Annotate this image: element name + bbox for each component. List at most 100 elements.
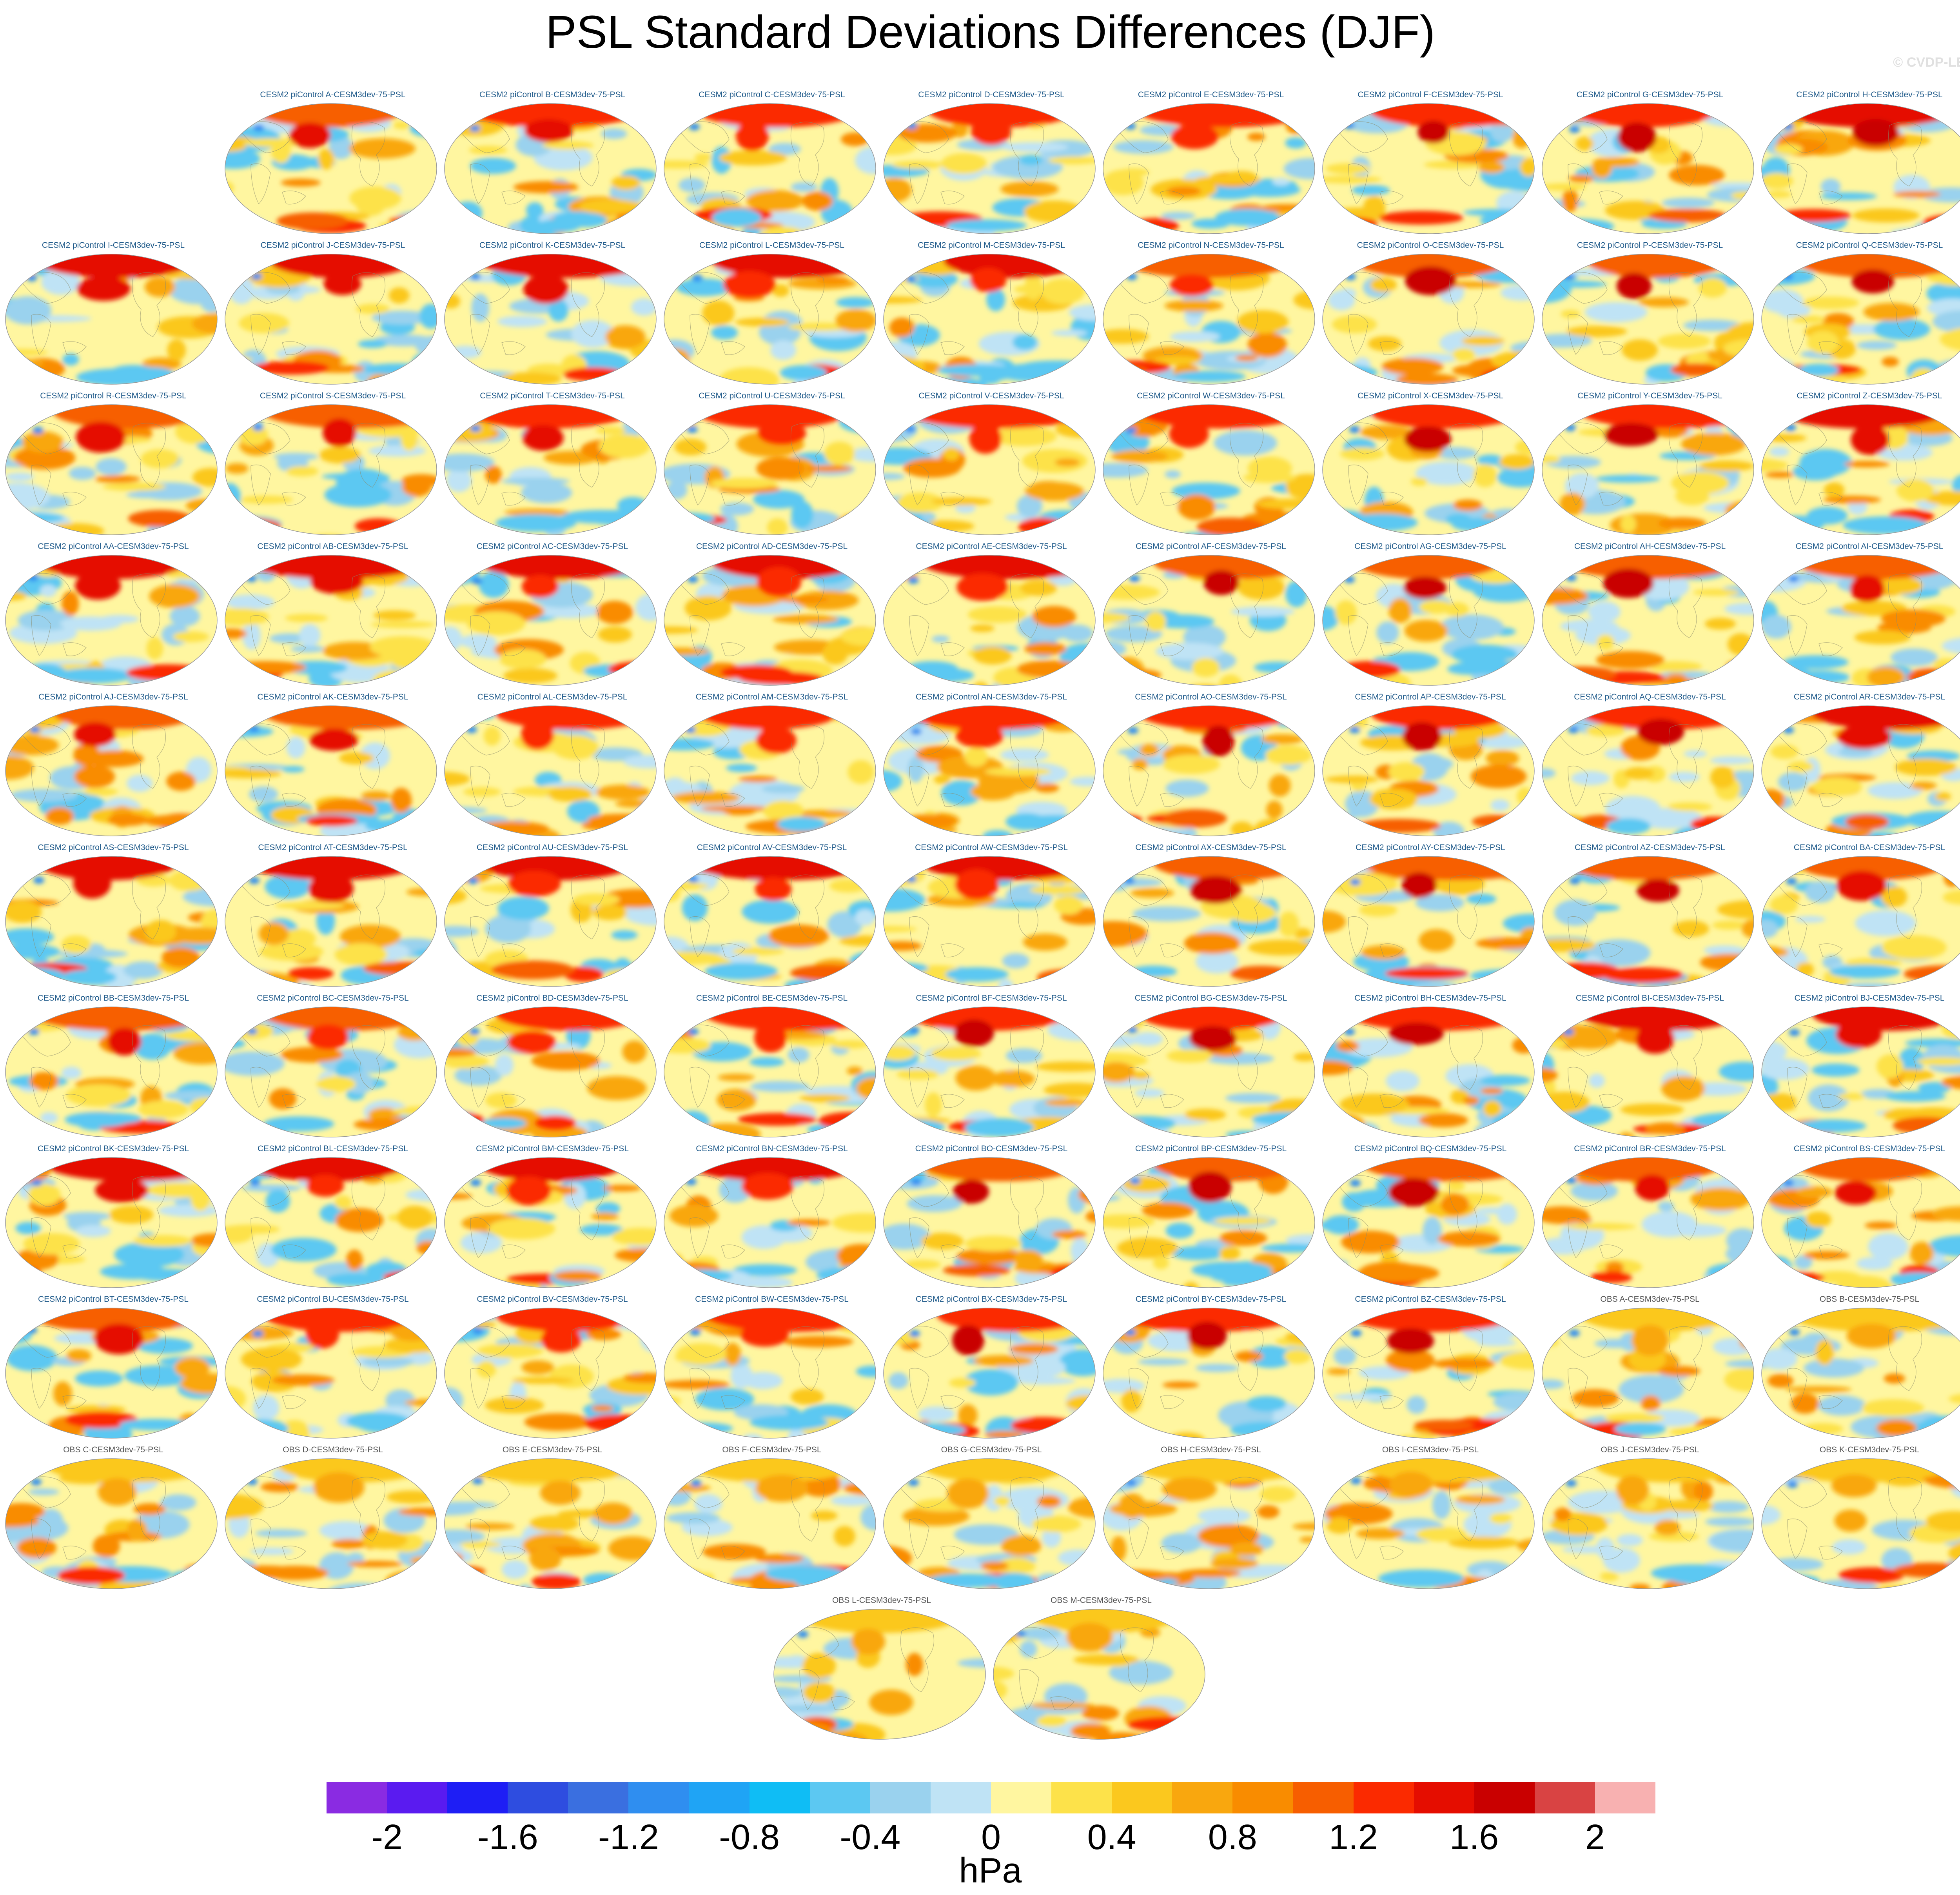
colorbar-swatch (930, 1782, 991, 1813)
panel-title: CESM2 piControl AA-CESM3dev-75-PSL (38, 542, 189, 551)
map-panel: CESM2 piControl BZ-CESM3dev-75-PSL (1321, 1295, 1540, 1444)
map-panel: CESM2 piControl AQ-CESM3dev-75-PSL (1541, 692, 1759, 841)
map-panel: OBS M-CESM3dev-75-PSL (992, 1596, 1210, 1745)
panel-title: CESM2 piControl BZ-CESM3dev-75-PSL (1355, 1295, 1506, 1304)
panel-title: CESM2 piControl T-CESM3dev-75-PSL (480, 391, 625, 400)
world-map (1761, 856, 1960, 987)
map-panel: OBS L-CESM3dev-75-PSL (772, 1596, 991, 1745)
world-map (664, 1007, 876, 1137)
map-panel: OBS J-CESM3dev-75-PSL (1541, 1445, 1759, 1594)
world-map (1761, 103, 1960, 234)
panel-title: CESM2 piControl Q-CESM3dev-75-PSL (1796, 241, 1943, 250)
colorbar-swatch (1051, 1782, 1112, 1813)
colorbar (327, 1782, 1656, 1813)
world-map (225, 705, 437, 836)
panel-title: CESM2 piControl C-CESM3dev-75-PSL (699, 90, 845, 99)
map-panel: CESM2 piControl AX-CESM3dev-75-PSL (1102, 843, 1320, 992)
world-map (225, 1458, 437, 1589)
panel-title: CESM2 piControl AS-CESM3dev-75-PSL (38, 843, 189, 852)
world-map (5, 555, 218, 686)
world-map (1103, 404, 1315, 535)
map-panel: CESM2 piControl BT-CESM3dev-75-PSL (4, 1295, 223, 1444)
world-map (444, 705, 657, 836)
world-map (883, 1458, 1096, 1589)
panel-title: CESM2 piControl BN-CESM3dev-75-PSL (696, 1144, 848, 1153)
colorbar-swatch (991, 1782, 1052, 1813)
map-panel: CESM2 piControl BW-CESM3dev-75-PSL (662, 1295, 881, 1444)
map-panel: CESM2 piControl H-CESM3dev-75-PSL (1760, 90, 1960, 239)
panel-title: OBS J-CESM3dev-75-PSL (1601, 1445, 1699, 1454)
map-panel: CESM2 piControl AL-CESM3dev-75-PSL (443, 692, 662, 841)
map-panel: CESM2 piControl AN-CESM3dev-75-PSL (882, 692, 1101, 841)
panel-title: CESM2 piControl D-CESM3dev-75-PSL (918, 90, 1065, 99)
world-map (5, 856, 218, 987)
colorbar-swatch (809, 1782, 871, 1813)
panel-title: CESM2 piControl AB-CESM3dev-75-PSL (257, 542, 408, 551)
panel-title: OBS C-CESM3dev-75-PSL (63, 1445, 163, 1454)
panel-title: CESM2 piControl BC-CESM3dev-75-PSL (257, 994, 409, 1003)
panel-title: CESM2 piControl BS-CESM3dev-75-PSL (1793, 1144, 1945, 1153)
map-panel-grid: CESM2 piControl A-CESM3dev-75-PSL CESM2 p… (4, 90, 1960, 1745)
colorbar-tick-label: -0.4 (840, 1818, 901, 1857)
colorbar-swatch (1112, 1782, 1172, 1813)
world-map (1103, 1308, 1315, 1439)
world-map (5, 1007, 218, 1137)
panel-title: CESM2 piControl AM-CESM3dev-75-PSL (695, 692, 848, 701)
world-map (444, 103, 657, 234)
world-map (1322, 1157, 1535, 1288)
world-map (1542, 705, 1754, 836)
world-map (1103, 856, 1315, 987)
world-map (883, 1308, 1096, 1439)
map-panel: CESM2 piControl G-CESM3dev-75-PSL (1541, 90, 1759, 239)
map-panel: CESM2 piControl J-CESM3dev-75-PSL (223, 241, 442, 390)
world-map (1761, 1308, 1960, 1439)
map-panel: CESM2 piControl L-CESM3dev-75-PSL (662, 241, 881, 390)
colorbar-swatch (447, 1782, 508, 1813)
panel-title: CESM2 piControl Y-CESM3dev-75-PSL (1577, 391, 1722, 400)
colorbar-units: hPa (959, 1851, 1022, 1890)
panel-title: CESM2 piControl W-CESM3dev-75-PSL (1137, 391, 1285, 400)
map-panel: CESM2 piControl X-CESM3dev-75-PSL (1321, 391, 1540, 540)
world-map (1103, 254, 1315, 385)
colorbar-tick-label: -2 (371, 1818, 403, 1857)
colorbar-swatch (1232, 1782, 1293, 1813)
world-map (225, 404, 437, 535)
world-map (1322, 705, 1535, 836)
panel-title: CESM2 piControl BM-CESM3dev-75-PSL (476, 1144, 629, 1153)
panel-title: CESM2 piControl BQ-CESM3dev-75-PSL (1354, 1144, 1507, 1153)
colorbar-tick-label: 0.8 (1208, 1818, 1257, 1857)
map-panel: CESM2 piControl AD-CESM3dev-75-PSL (662, 542, 881, 691)
panel-title: OBS E-CESM3dev-75-PSL (502, 1445, 603, 1454)
map-panel: CESM2 piControl AU-CESM3dev-75-PSL (443, 843, 662, 992)
world-map (225, 1007, 437, 1137)
colorbar-tick-label: -1.6 (477, 1818, 538, 1857)
panel-title: OBS D-CESM3dev-75-PSL (283, 1445, 383, 1454)
world-map (1761, 1007, 1960, 1137)
world-map (444, 254, 657, 385)
world-map (773, 1609, 986, 1740)
world-map (1542, 555, 1754, 686)
world-map (1322, 856, 1535, 987)
colorbar-swatch (749, 1782, 810, 1813)
map-panel: OBS I-CESM3dev-75-PSL (1321, 1445, 1540, 1594)
map-panel: CESM2 piControl AY-CESM3dev-75-PSL (1321, 843, 1540, 992)
panel-title: CESM2 piControl BB-CESM3dev-75-PSL (37, 994, 189, 1003)
watermark: © CVDP-LE (1893, 55, 1960, 70)
panel-title: OBS B-CESM3dev-75-PSL (1819, 1295, 1920, 1304)
panel-title: CESM2 piControl BJ-CESM3dev-75-PSL (1794, 994, 1945, 1003)
map-panel: CESM2 piControl AS-CESM3dev-75-PSL (4, 843, 223, 992)
panel-title: CESM2 piControl BA-CESM3dev-75-PSL (1793, 843, 1945, 852)
world-map (1322, 555, 1535, 686)
colorbar-swatch (1172, 1782, 1233, 1813)
map-panel: CESM2 piControl AI-CESM3dev-75-PSL (1760, 542, 1960, 691)
map-panel: OBS K-CESM3dev-75-PSL (1760, 1445, 1960, 1594)
panel-title: CESM2 piControl BO-CESM3dev-75-PSL (915, 1144, 1068, 1153)
map-panel: CESM2 piControl BH-CESM3dev-75-PSL (1321, 994, 1540, 1143)
world-map (1322, 254, 1535, 385)
panel-title: OBS K-CESM3dev-75-PSL (1819, 1445, 1920, 1454)
world-map (1542, 1458, 1754, 1589)
map-panel: CESM2 piControl BF-CESM3dev-75-PSL (882, 994, 1101, 1143)
world-map (1103, 1157, 1315, 1288)
map-panel: OBS C-CESM3dev-75-PSL (4, 1445, 223, 1594)
world-map (5, 705, 218, 836)
